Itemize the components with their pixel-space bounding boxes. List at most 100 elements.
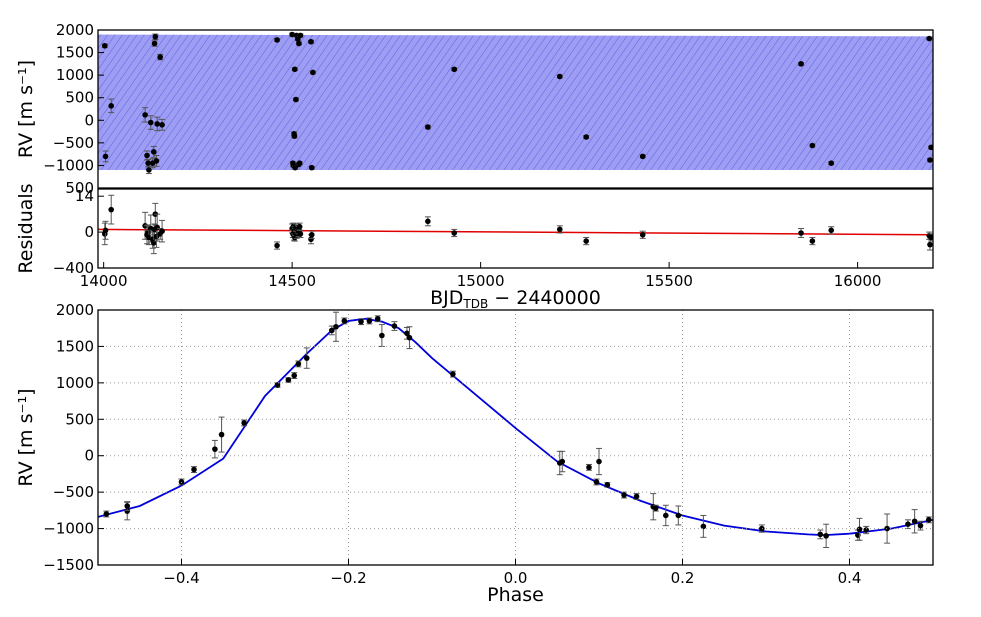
point — [274, 242, 280, 249]
x-tick-label: 16000 — [834, 272, 882, 290]
plot-area — [98, 194, 933, 255]
plot-area — [98, 31, 933, 175]
point — [159, 228, 165, 234]
y-tick-label: 0 — [84, 111, 94, 129]
point — [329, 327, 335, 334]
point — [863, 527, 869, 533]
point — [639, 231, 646, 238]
point — [296, 160, 303, 166]
axes-frame — [97, 29, 934, 189]
point — [142, 112, 148, 118]
y-tick-label: 500 — [65, 410, 94, 428]
y-tick-label: 1000 — [56, 374, 94, 392]
point — [928, 144, 933, 151]
point — [596, 458, 602, 465]
point — [191, 466, 197, 473]
y-tick-label: 1500 — [56, 44, 94, 62]
point — [308, 38, 314, 45]
y-axis-label: Residuals — [15, 183, 37, 273]
point — [379, 332, 385, 339]
point — [586, 464, 592, 471]
point — [308, 231, 315, 238]
point — [289, 31, 295, 38]
point — [102, 153, 109, 160]
point — [828, 227, 835, 234]
point — [917, 522, 924, 529]
point — [297, 32, 304, 39]
x-axis-label-suffix: − 2440000 — [488, 287, 601, 309]
point — [451, 66, 458, 73]
point — [295, 361, 302, 367]
point — [450, 371, 456, 377]
point — [556, 226, 563, 233]
point — [583, 134, 589, 140]
axes-frame — [97, 309, 934, 566]
y-tick-label: 2000 — [56, 301, 94, 319]
point — [144, 152, 150, 159]
point — [928, 234, 933, 241]
point — [308, 164, 315, 171]
point — [108, 206, 114, 213]
point — [817, 531, 824, 538]
y-tick-label: −500 — [53, 483, 94, 501]
point — [154, 224, 160, 231]
point — [759, 525, 765, 532]
y-tick-label: 0 — [84, 223, 94, 241]
point — [358, 318, 364, 325]
x-tick-label: 14000 — [80, 272, 128, 290]
point — [425, 124, 431, 130]
point — [303, 355, 310, 361]
point — [663, 512, 669, 519]
point — [583, 238, 589, 244]
point — [124, 503, 131, 509]
model-band — [98, 34, 933, 170]
y-tick-label: 500 — [65, 89, 94, 107]
point — [274, 382, 281, 388]
point — [178, 479, 185, 485]
point — [153, 158, 160, 164]
point — [154, 121, 160, 127]
point — [274, 37, 280, 43]
point — [856, 526, 863, 533]
point — [291, 66, 298, 73]
point — [151, 40, 158, 47]
point — [828, 160, 835, 166]
y-tick-label: 1000 — [56, 66, 94, 84]
point — [391, 323, 398, 329]
point — [823, 533, 829, 539]
x-axis-label-sub: TDB — [462, 297, 488, 311]
point — [927, 241, 933, 248]
y-tick-label: −500 — [53, 134, 94, 152]
x-tick-label: 14500 — [268, 272, 316, 290]
point — [101, 43, 108, 49]
x-axis-label-main: Phase — [487, 584, 544, 606]
point — [296, 223, 303, 230]
point — [108, 103, 114, 109]
point — [374, 315, 381, 322]
y-axis-label: RV [m s⁻¹] — [15, 388, 37, 486]
point — [621, 492, 627, 498]
point — [285, 377, 292, 383]
point — [152, 33, 159, 40]
point — [926, 35, 933, 42]
point — [341, 318, 348, 324]
plot-area — [98, 311, 933, 549]
point — [157, 54, 164, 60]
point — [218, 431, 225, 438]
y-tick-label: −1000 — [43, 156, 94, 174]
y-tick-label: −400 — [53, 259, 94, 277]
point — [308, 236, 314, 243]
point — [145, 160, 151, 166]
x-tick-label: 15500 — [645, 272, 693, 290]
x-tick-label: 0.2 — [671, 569, 695, 587]
point — [150, 149, 157, 155]
axes-frame — [97, 188, 934, 269]
point — [639, 153, 646, 160]
point — [556, 73, 563, 80]
y-tick-label: 14 — [75, 187, 94, 205]
x-axis-label: BJDTDB − 2440000 — [430, 287, 601, 311]
y-tick-label: 0 — [84, 447, 94, 465]
point — [809, 238, 816, 244]
